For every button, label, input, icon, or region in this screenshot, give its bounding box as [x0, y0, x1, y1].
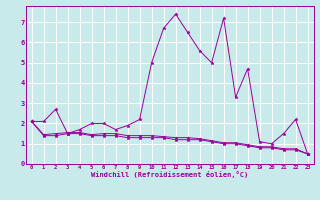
X-axis label: Windchill (Refroidissement éolien,°C): Windchill (Refroidissement éolien,°C) — [91, 171, 248, 178]
